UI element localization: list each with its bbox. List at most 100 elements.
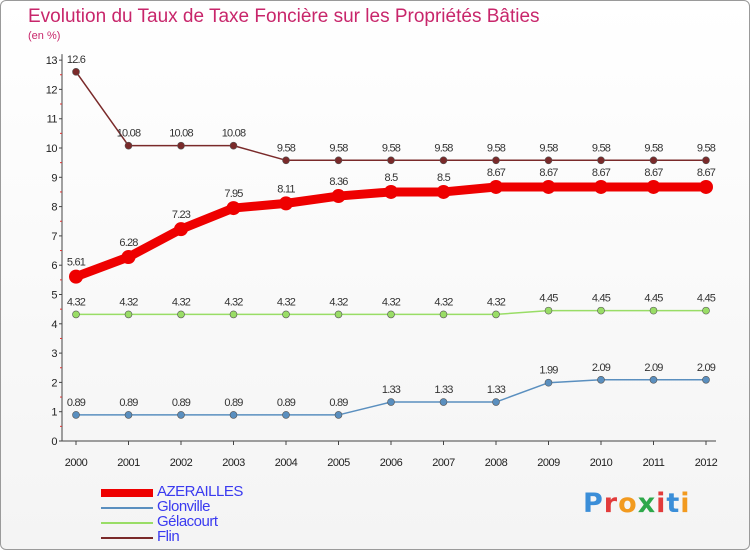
data-label-flin: 9.58: [644, 142, 663, 154]
data-point-flin: [492, 156, 500, 165]
data-label-glacourt: 4.32: [487, 296, 506, 308]
data-point-glonville: [492, 398, 500, 406]
data-point-glacourt: [544, 306, 553, 315]
data-point-glacourt: [334, 310, 343, 319]
data-label-azerailles: 8.67: [539, 167, 558, 179]
y-tick-label: 5: [51, 290, 57, 302]
data-label-azerailles: 7.23: [172, 209, 191, 221]
data-label-flin: 9.58: [329, 142, 348, 154]
x-tick-label: 2008: [485, 457, 508, 469]
legend-item-glonville: Glonville: [101, 498, 301, 515]
data-label-glacourt: 4.32: [434, 296, 453, 308]
data-label-flin: 9.58: [539, 142, 558, 154]
data-label-flin: 9.58: [487, 142, 506, 154]
logo-letter: t: [666, 488, 681, 519]
data-point-azerailles: [541, 179, 556, 194]
data-label-azerailles: 8.67: [487, 167, 506, 179]
y-tick-label: 9: [51, 172, 57, 184]
data-point-glacourt: [177, 310, 185, 319]
data-label-glonville: 1.33: [382, 384, 401, 396]
data-label-glacourt: 4.32: [67, 296, 86, 308]
data-point-glacourt: [72, 310, 80, 319]
proxiti-logo: Proxiti: [583, 488, 691, 519]
data-label-glonville: 0.89: [329, 397, 348, 409]
data-label-glonville: 2.09: [644, 362, 663, 374]
data-point-glacourt: [387, 310, 395, 319]
y-tick-label: 10: [46, 143, 58, 155]
x-tick-label: 2003: [222, 457, 245, 469]
data-label-azerailles: 7.95: [224, 188, 243, 200]
data-label-azerailles: 8.5: [385, 172, 399, 184]
data-label-flin: 9.58: [592, 142, 611, 154]
logo-letter: r: [603, 488, 619, 519]
data-point-glacourt: [649, 306, 658, 315]
data-label-flin: 10.08: [169, 128, 193, 140]
data-label-glonville: 2.09: [592, 362, 611, 374]
data-point-flin: [387, 156, 395, 165]
legend-label-glonville: Glonville: [157, 498, 211, 515]
data-label-glonville: 1.33: [434, 384, 453, 396]
data-point-glonville: [124, 411, 133, 419]
legend-swatch-flin: [101, 537, 153, 539]
data-label-glacourt: 4.32: [277, 296, 296, 308]
data-label-flin: 9.58: [382, 142, 401, 154]
data-label-azerailles: 5.61: [67, 257, 86, 269]
legend: AZERAILLES Glonville Gélacourt Flin: [101, 483, 301, 545]
data-point-flin: [597, 156, 605, 165]
data-point-azerailles: [174, 222, 188, 237]
data-point-glonville: [282, 411, 290, 419]
data-point-flin: [282, 156, 290, 165]
legend-label-flin: Flin: [157, 528, 180, 545]
legend-label-azerailles: AZERAILLES: [157, 483, 243, 500]
data-point-flin: [177, 141, 185, 150]
data-point-glacourt: [124, 310, 133, 319]
data-point-flin: [544, 156, 553, 165]
data-label-glacourt: 4.45: [539, 293, 558, 305]
data-point-azerailles: [646, 179, 661, 194]
data-label-glacourt: 4.32: [224, 296, 243, 308]
data-point-flin: [702, 156, 710, 165]
data-point-glonville: [177, 411, 185, 419]
x-tick-label: 2002: [170, 457, 193, 469]
legend-item-azerailles: AZERAILLES: [101, 483, 301, 500]
data-point-flin: [649, 156, 658, 165]
y-tick-label: 3: [51, 348, 57, 360]
data-point-flin: [124, 141, 133, 150]
data-label-flin: 9.58: [277, 142, 296, 154]
logo-letter: i: [680, 488, 691, 519]
data-point-azerailles: [489, 179, 503, 194]
data-label-glonville: 1.99: [539, 365, 558, 377]
data-point-glacourt: [492, 310, 500, 319]
data-point-flin: [72, 68, 80, 76]
data-label-glacourt: 4.32: [382, 296, 401, 308]
data-label-glonville: 0.89: [67, 397, 86, 409]
data-label-azerailles: 8.67: [644, 167, 663, 179]
legend-label-gelacourt: Gélacourt: [157, 513, 218, 530]
data-labels: 0.89 0.89 0.89 0.89 0.89 0.89 1.33 1.33 1.33 1.99…: [67, 54, 717, 409]
chart-title: Evolution du Taux de Taxe Foncière sur l…: [28, 6, 540, 27]
y-tick-label: 7: [51, 231, 57, 243]
data-label-glacourt: 4.45: [644, 293, 663, 305]
data-point-azerailles: [69, 269, 83, 284]
data-point-azerailles: [121, 249, 136, 264]
data-point-glonville: [702, 375, 710, 384]
data-point-azerailles: [594, 179, 608, 194]
data-label-azerailles: 8.11: [277, 183, 295, 195]
data-point-azerailles: [436, 184, 451, 199]
data-label-glonville: 2.09: [697, 362, 716, 374]
data-point-glonville: [334, 411, 343, 419]
x-tick-label: 2007: [432, 457, 455, 469]
data-point-glacourt: [439, 310, 448, 319]
data-label-glonville: 1.33: [487, 384, 506, 396]
x-tick-label: 2006: [380, 457, 403, 469]
data-point-azerailles: [279, 196, 293, 211]
data-point-glacourt: [702, 306, 710, 315]
data-label-azerailles: 8.67: [592, 167, 611, 179]
data-label-flin: 10.08: [222, 128, 246, 140]
series-line-azerailles: [74, 182, 706, 281]
data-label-flin: 12.6: [67, 54, 86, 66]
data-point-azerailles: [699, 179, 713, 194]
series-layer: [69, 68, 713, 419]
x-tick-label: 2001: [117, 457, 140, 469]
